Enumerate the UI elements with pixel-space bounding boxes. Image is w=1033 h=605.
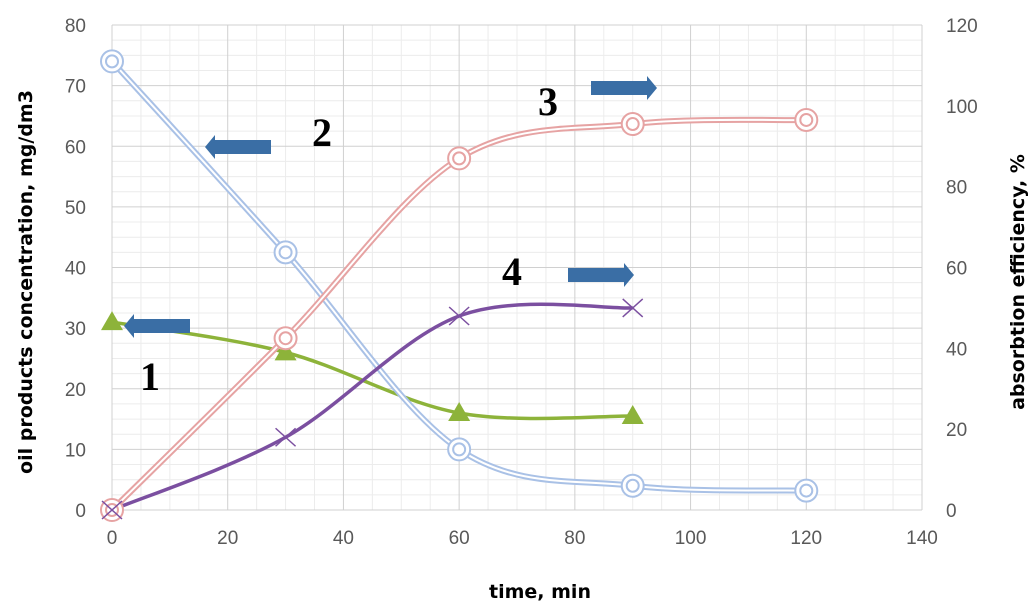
series-2-point-inner bbox=[105, 54, 119, 69]
y-tick-label: 20 bbox=[65, 380, 86, 401]
series-3-line-inner bbox=[111, 118, 807, 511]
x-stroke bbox=[101, 500, 123, 520]
y2-tick-label: 0 bbox=[946, 501, 957, 522]
right-axis-arrow bbox=[591, 76, 657, 100]
x-tick-label: 40 bbox=[333, 528, 354, 549]
series-2-point bbox=[620, 473, 645, 498]
curve-label-1: 1 bbox=[140, 354, 160, 399]
x-stroke bbox=[448, 306, 470, 326]
x-tick-label: 140 bbox=[906, 528, 938, 549]
y2-axis-title: absorbtion efficiency, % bbox=[1007, 154, 1029, 410]
series-2-point bbox=[794, 478, 819, 503]
series-1-point bbox=[274, 341, 297, 361]
x-tick-label: 80 bbox=[564, 528, 585, 549]
y2-tick-label: 80 bbox=[946, 178, 967, 199]
left-axis-arrow bbox=[205, 135, 271, 159]
y-axis-title: oil products concentration, mg/dm3 bbox=[15, 90, 37, 474]
series-1-point bbox=[448, 402, 471, 421]
y-tick-label: 50 bbox=[65, 198, 86, 219]
y-tick-label: 70 bbox=[65, 77, 86, 98]
series-3-point-inner bbox=[278, 331, 293, 346]
x-stroke bbox=[275, 427, 297, 447]
series-2-point bbox=[447, 437, 472, 462]
y-tick-label: 30 bbox=[65, 319, 86, 340]
series-1-point bbox=[101, 311, 123, 331]
left-axis-arrow bbox=[124, 314, 190, 338]
x-tick-label: 0 bbox=[107, 528, 118, 549]
series-4-line bbox=[111, 302, 633, 512]
series-4-point bbox=[622, 298, 644, 318]
x-axis-title: time, min bbox=[489, 581, 591, 603]
y2-tick-label: 40 bbox=[946, 339, 967, 360]
series-2-line-inner bbox=[111, 60, 807, 492]
y2-tick-label: 120 bbox=[946, 16, 978, 37]
x-tick-label: 100 bbox=[675, 528, 707, 549]
series-2-point bbox=[100, 49, 124, 74]
series-4-point bbox=[101, 500, 123, 520]
x-tick-label: 20 bbox=[217, 528, 238, 549]
series-1-point bbox=[621, 405, 644, 425]
y-tick-label: 60 bbox=[65, 137, 86, 158]
series-3-point bbox=[273, 326, 298, 351]
series-4-point bbox=[448, 306, 470, 326]
series-markers bbox=[100, 49, 819, 522]
series-3-point-inner bbox=[799, 112, 814, 127]
y-tick-label: 40 bbox=[65, 259, 86, 280]
series-2-point bbox=[273, 240, 298, 265]
series-2-point-inner bbox=[799, 483, 814, 498]
grid bbox=[111, 24, 923, 511]
x-tick-label: 120 bbox=[790, 528, 822, 549]
curve-label-4: 4 bbox=[502, 249, 522, 294]
series-3-point bbox=[447, 146, 472, 171]
right-axis-arrow bbox=[568, 263, 634, 287]
x-stroke bbox=[622, 298, 644, 318]
y-tick-label: 0 bbox=[75, 501, 86, 522]
series-3-point bbox=[794, 107, 819, 132]
series-1-line bbox=[111, 320, 633, 421]
y2-tick-label: 20 bbox=[946, 420, 967, 441]
series-3-point-inner bbox=[105, 503, 119, 517]
series-2-point-inner bbox=[278, 245, 293, 260]
series-3-point-inner bbox=[452, 151, 467, 166]
series-4-point bbox=[275, 427, 297, 447]
x-tick-label: 60 bbox=[449, 528, 470, 549]
y-tick-label: 10 bbox=[65, 440, 86, 461]
series-lines bbox=[109, 59, 807, 513]
curve-label-2: 2 bbox=[312, 110, 332, 155]
tick-labels: 0 20 40 60 80 100 120 140 0 10 20 30 40 50 60 70 80 0 20 40… bbox=[65, 16, 978, 549]
y2-tick-label: 100 bbox=[946, 97, 978, 118]
series-2-point-inner bbox=[452, 442, 467, 457]
series-3-point bbox=[620, 112, 645, 137]
y-tick-label: 80 bbox=[65, 16, 86, 37]
curve-label-3: 3 bbox=[538, 79, 558, 124]
series-3-point-inner bbox=[625, 117, 640, 132]
series-2-point-inner bbox=[625, 478, 640, 493]
y2-tick-label: 60 bbox=[946, 259, 967, 280]
annotations: 1 2 3 4 bbox=[124, 76, 657, 399]
